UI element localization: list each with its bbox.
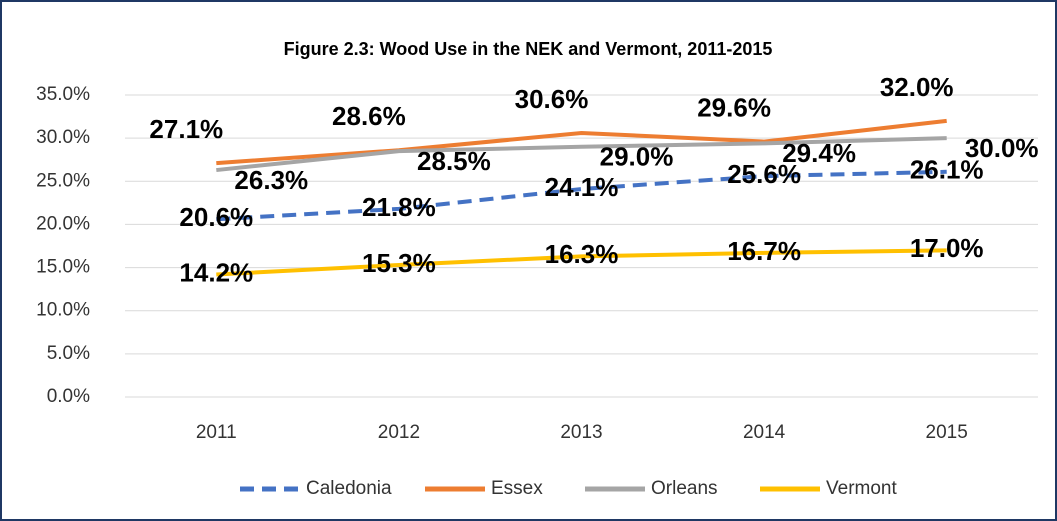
data-label: 15.3%	[362, 248, 436, 278]
x-tick-label: 2011	[196, 422, 237, 443]
data-label: 26.3%	[234, 165, 308, 195]
x-tick-label: 2015	[926, 422, 968, 443]
data-label: 29.6%	[697, 92, 771, 122]
data-label: 30.6%	[515, 84, 589, 114]
y-tick-label: 5.0%	[47, 343, 90, 364]
series-line	[216, 118, 947, 166]
y-tick-label: 25.0%	[36, 170, 90, 191]
y-tick-label: 30.0%	[36, 127, 90, 148]
y-tick-label: 15.0%	[36, 257, 90, 278]
data-label: 29.4%	[782, 138, 856, 168]
y-tick-label: 10.0%	[36, 300, 90, 321]
data-label: 16.3%	[545, 239, 619, 269]
data-label: 16.7%	[727, 236, 801, 266]
x-tick-label: 2013	[560, 422, 602, 443]
series-line	[216, 248, 947, 277]
data-label: 32.0%	[880, 72, 954, 102]
legend-label: Essex	[491, 478, 543, 499]
data-label: 28.6%	[332, 101, 406, 131]
legend-label: Vermont	[826, 478, 897, 499]
chart-title: Figure 2.3: Wood Use in the NEK and Verm…	[284, 39, 773, 59]
data-label: 20.6%	[179, 202, 253, 232]
y-tick-label: 20.0%	[36, 213, 90, 234]
series-line	[216, 169, 947, 222]
data-label: 30.0%	[965, 133, 1039, 163]
data-label: 28.5%	[417, 146, 491, 176]
legend-label: Orleans	[651, 478, 718, 499]
x-tick-label: 2012	[378, 422, 420, 443]
data-label: 25.6%	[727, 159, 801, 189]
x-tick-label: 2014	[743, 422, 786, 443]
y-tick-label: 0.0%	[47, 386, 90, 407]
data-label: 21.8%	[362, 192, 436, 222]
y-tick-label: 35.0%	[36, 84, 90, 105]
series-line	[216, 136, 947, 173]
data-label: 24.1%	[545, 172, 619, 202]
legend-label: Caledonia	[306, 478, 392, 499]
data-label: 26.1%	[910, 155, 984, 185]
data-label: 14.2%	[179, 257, 253, 287]
data-label: 27.1%	[149, 114, 223, 144]
data-label: 29.0%	[600, 142, 674, 172]
data-label: 17.0%	[910, 233, 984, 263]
